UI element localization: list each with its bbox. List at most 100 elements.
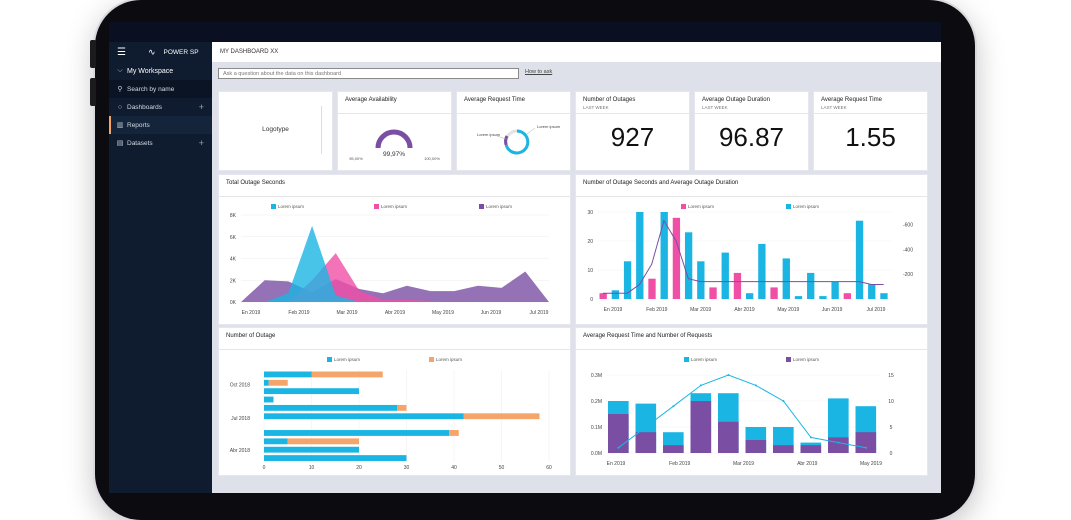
- divider: [576, 113, 689, 114]
- kpi-value: 927: [610, 122, 655, 152]
- line-point: [837, 441, 840, 444]
- add-icon[interactable]: +: [198, 102, 204, 112]
- legend-label: Lorem ipsum: [691, 357, 717, 362]
- x-tick-label: 40: [451, 465, 457, 471]
- legend-swatch: [429, 357, 434, 362]
- leader-line: [526, 127, 536, 135]
- bar-segment: [718, 421, 739, 453]
- bar-segment: [264, 396, 274, 403]
- x-tick-label: May 2019: [777, 307, 799, 313]
- gauge-min: 95,00%: [349, 156, 363, 161]
- legend-swatch: [684, 357, 689, 362]
- sidebar-item-dashboards[interactable]: ○ Dashboards +: [109, 98, 212, 116]
- bar-segment: [463, 413, 540, 420]
- bar: [697, 261, 705, 299]
- logotype-tile[interactable]: Logotype: [219, 92, 332, 170]
- bar-segment: [800, 445, 822, 453]
- page-title: MY DASHBOARD XX: [212, 42, 941, 62]
- tile-title: Number of Outages: [583, 97, 636, 103]
- bar: [843, 293, 851, 299]
- combo-chart: Lorem ipsum Lorem ipsum 0.0M 0.1M 0.2M 0.3M 0 5…: [591, 357, 894, 467]
- total-outage-seconds-card[interactable]: Total Outage Seconds Lorem ipsum Lorem ip…: [219, 175, 570, 324]
- chart-title: Number of Outage Seconds and Average Out…: [583, 180, 739, 186]
- bar: [819, 296, 827, 299]
- sidebar-workspace[interactable]: ⌵ My Workspace: [109, 62, 212, 80]
- x-tick-label: Jun 2019: [481, 310, 502, 316]
- x-tick-label: Jun 2019: [822, 307, 843, 313]
- y-tick-label: 0.1M: [591, 425, 602, 431]
- leader-line: [496, 135, 507, 140]
- legend-label: Lorem ipsum: [688, 204, 714, 209]
- x-tick-label: 20: [356, 465, 362, 471]
- search-label: Search by name: [127, 85, 175, 93]
- bar: [636, 212, 644, 299]
- availability-tile[interactable]: Average Availability 99,97% 95,00% 100,0…: [338, 92, 451, 170]
- legend-label: Lorem ipsum: [486, 204, 512, 209]
- y2-tick-label: -600: [903, 222, 913, 228]
- bar-segment: [745, 440, 767, 453]
- tile-subtitle: LAST WEEK: [821, 105, 847, 110]
- chart-title: Total Outage Seconds: [226, 180, 286, 186]
- y-tick-label: 0K: [230, 300, 237, 306]
- tile-title: Average Request Time: [464, 97, 525, 103]
- qa-input[interactable]: Ask a question about the data on this da…: [218, 68, 519, 79]
- x-tick-label: Feb 2019: [669, 461, 690, 467]
- bar: [831, 281, 839, 299]
- legend-label: Lorem ipsum: [436, 357, 462, 362]
- bar-segment: [449, 430, 459, 436]
- outage-seconds-duration-card[interactable]: Number of Outage Seconds and Average Out…: [576, 175, 927, 324]
- bar-segment: [264, 438, 288, 445]
- bar-chart: Lorem ipsum Lorem ipsum 0 10 20 30 40 50 60 Oct 2…: [230, 357, 552, 471]
- bar: [782, 258, 790, 299]
- bar-segment: [690, 401, 712, 453]
- y-tick-label: 10: [587, 268, 593, 274]
- x-tick-label: 10: [309, 465, 315, 471]
- brand-logo-icon: ∿: [147, 46, 156, 57]
- line-point: [782, 400, 785, 402]
- sidebar-search[interactable]: ⚲ Search by name: [109, 80, 212, 98]
- sidebar-item-datasets[interactable]: ▤ Datasets +: [109, 134, 212, 152]
- bar: [880, 293, 888, 299]
- line-point: [864, 446, 867, 449]
- request-time-tile[interactable]: Average Request Time Lorem ipsum Lorem i…: [457, 92, 570, 170]
- bar-segment: [855, 432, 877, 453]
- main-area: MY DASHBOARD XX Ask a question about the…: [212, 42, 941, 493]
- duration-card[interactable]: Average Outage Duration LAST WEEK 96.87: [695, 92, 808, 170]
- bar-segment: [663, 445, 684, 453]
- x-tick-label: May 2019: [860, 461, 882, 467]
- legend-swatch: [327, 357, 332, 362]
- hamburger-icon[interactable]: ☰: [117, 46, 126, 58]
- sidebar-item-reports[interactable]: ▥ Reports: [109, 116, 212, 134]
- legend-label: Lorem ipsum: [334, 357, 360, 362]
- divider: [219, 196, 570, 197]
- y2-tick-label: 10: [888, 399, 894, 405]
- outages-card[interactable]: Number of Outages LAST WEEK 927: [576, 92, 689, 170]
- line-point: [754, 384, 757, 387]
- sidebar-item-label: Datasets: [127, 139, 153, 147]
- x-tick-label: Feb 2019: [288, 310, 309, 316]
- line-series: [618, 374, 866, 449]
- divider: [695, 113, 808, 114]
- request-time-requests-card[interactable]: Average Request Time and Number of Reque…: [576, 328, 927, 475]
- number-of-outage-card[interactable]: Number of Outage Lorem ipsum Lorem ipsum 0…: [219, 328, 570, 475]
- how-to-ask-link[interactable]: How to ask: [525, 69, 553, 75]
- bar: [868, 284, 876, 299]
- area-chart: Lorem ipsum Lorem ipsum Lorem ipsum 0K 2K 4K 6…: [230, 204, 549, 316]
- x-tick-label: Abr 2019: [734, 307, 755, 313]
- tile-title: Average Request Time: [821, 97, 882, 103]
- x-tick-label: Abr 2019: [385, 310, 406, 316]
- donut-segment: [504, 129, 530, 155]
- request-time-card[interactable]: Average Request Time LAST WEEK 1.55: [814, 92, 927, 170]
- volume-button: [90, 78, 96, 106]
- bar-segment: [264, 455, 407, 461]
- bar-segment: [264, 379, 269, 386]
- legend-swatch: [271, 204, 276, 209]
- legend-label: Lorem ipsum: [381, 204, 407, 209]
- y-tick-label: 6K: [230, 235, 237, 241]
- gauge-fill: [375, 129, 413, 149]
- line-point: [617, 446, 620, 449]
- y2-tick-label: -200: [903, 272, 913, 278]
- legend-swatch: [786, 357, 791, 362]
- add-icon[interactable]: +: [198, 138, 204, 148]
- active-indicator: [109, 116, 111, 134]
